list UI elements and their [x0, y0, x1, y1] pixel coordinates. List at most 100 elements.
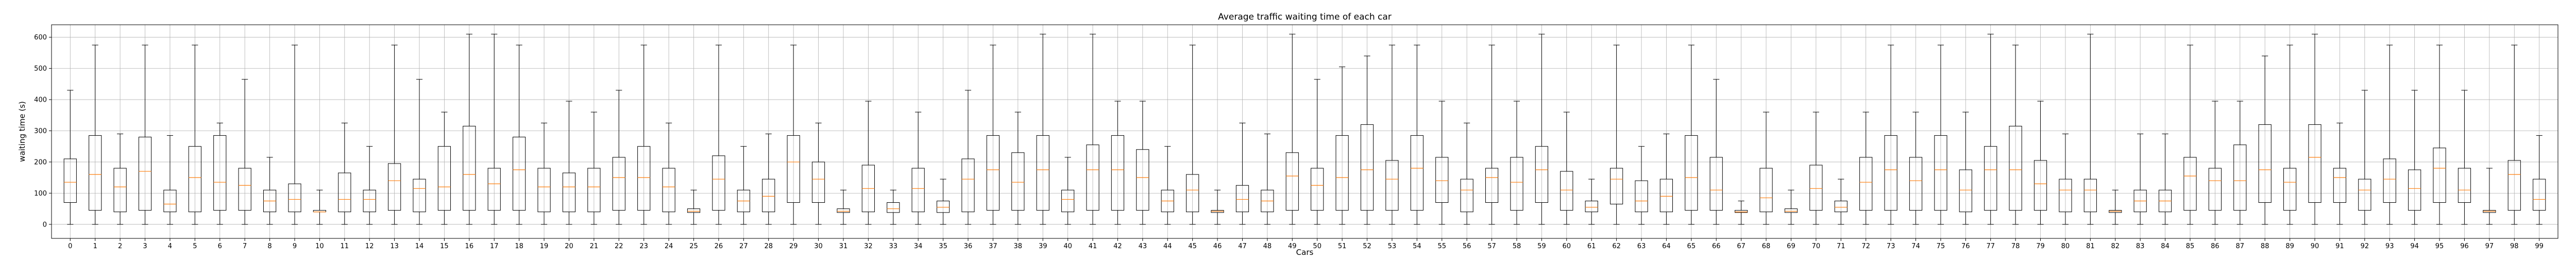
- x-tick-label: 75: [1937, 243, 1945, 250]
- x-tick-label: 98: [2510, 243, 2519, 250]
- x-tick-label: 47: [1238, 243, 1247, 250]
- plot-area: [63, 34, 2546, 225]
- box-body: [363, 189, 376, 213]
- box-32: [861, 101, 875, 225]
- box-body: [1585, 200, 1598, 213]
- box-body: [837, 208, 850, 213]
- y-axis: 0 100 200 300 400 500 600: [34, 34, 52, 229]
- box-45: [1186, 44, 1199, 225]
- box-body: [1311, 168, 1324, 211]
- box-body: [1360, 124, 1374, 211]
- box-14: [413, 79, 426, 225]
- x-tick-label: 74: [1911, 243, 1920, 250]
- box-body: [437, 146, 451, 211]
- box-body: [2283, 168, 2297, 211]
- box-31: [837, 189, 850, 225]
- box-body: [1659, 179, 1673, 213]
- box-body: [1709, 157, 1723, 211]
- box-body: [2208, 168, 2222, 211]
- box-body: [936, 200, 950, 213]
- x-tick-label: 79: [2036, 243, 2045, 250]
- box-39: [1036, 34, 1049, 225]
- x-tick-label: 90: [2311, 243, 2319, 250]
- y-tick-label: 200: [34, 158, 47, 166]
- x-tick-label: 40: [1063, 243, 1072, 250]
- box-78: [2009, 44, 2022, 225]
- box-44: [1161, 146, 1174, 225]
- x-tick-label: 21: [590, 243, 599, 250]
- box-0: [63, 90, 77, 225]
- box-42: [1111, 101, 1125, 225]
- x-tick-label: 5: [193, 243, 197, 250]
- box-body: [2233, 144, 2247, 211]
- box-body: [2258, 124, 2272, 203]
- box-body: [2383, 158, 2396, 203]
- x-tick-label: 34: [914, 243, 923, 250]
- box-body: [1061, 189, 1075, 213]
- x-tick-label: 45: [1188, 243, 1197, 250]
- x-tick-label: 81: [2086, 243, 2095, 250]
- y-tick-label: 100: [34, 190, 47, 198]
- box-9: [288, 44, 301, 225]
- box-77: [1984, 34, 1997, 225]
- box-11: [338, 122, 351, 225]
- box-53: [1385, 44, 1399, 225]
- y-tick-label: 0: [43, 221, 47, 229]
- box-7: [238, 79, 251, 225]
- box-body: [961, 158, 975, 213]
- box-96: [2458, 90, 2471, 225]
- box-69: [1784, 189, 1798, 225]
- box-40: [1061, 157, 1075, 225]
- y-axis-label: waiting time (s): [18, 101, 27, 162]
- x-tick-label: 26: [715, 243, 723, 250]
- box-94: [2408, 90, 2421, 225]
- box-84: [2158, 134, 2172, 225]
- box-body: [238, 168, 251, 211]
- box-body: [1984, 146, 1997, 211]
- box-68: [1759, 111, 1773, 225]
- x-tick-label: 58: [1513, 243, 1521, 250]
- x-tick-label: 33: [889, 243, 897, 250]
- x-tick-label: 44: [1163, 243, 1172, 250]
- x-tick-label: 27: [739, 243, 748, 250]
- x-tick-label: 24: [665, 243, 673, 250]
- x-tick-label: 4: [168, 243, 172, 250]
- box-49: [1285, 34, 1299, 225]
- x-tick-label: 16: [465, 243, 474, 250]
- x-tick-label: 50: [1313, 243, 1321, 250]
- x-tick-label: 25: [689, 243, 698, 250]
- x-tick-label: 83: [2136, 243, 2145, 250]
- box-body: [1111, 135, 1125, 211]
- box-body: [2033, 160, 2047, 211]
- box-body: [2333, 168, 2347, 203]
- box-79: [2033, 101, 2047, 225]
- x-tick-label: 64: [1662, 243, 1671, 250]
- x-tick-label: 41: [1089, 243, 1097, 250]
- x-tick-label: 65: [1687, 243, 1696, 250]
- box-body: [762, 179, 775, 213]
- box-body: [1335, 135, 1349, 211]
- box-57: [1485, 44, 1499, 225]
- box-89: [2283, 44, 2297, 225]
- box-body: [587, 168, 601, 213]
- box-34: [911, 111, 925, 225]
- box-body: [338, 172, 351, 213]
- box-body: [1410, 135, 1423, 211]
- box-body: [911, 168, 925, 213]
- box-body: [1285, 152, 1299, 211]
- box-21: [587, 111, 601, 225]
- box-65: [1685, 44, 1698, 225]
- x-tick-label: 17: [490, 243, 499, 250]
- box-body: [138, 137, 152, 211]
- box-body: [2507, 160, 2521, 211]
- x-tick-label: 6: [218, 243, 222, 250]
- x-tick-label: 35: [939, 243, 947, 250]
- x-tick-label: 31: [839, 243, 848, 250]
- x-tick-label: 53: [1388, 243, 1397, 250]
- box-body: [612, 157, 625, 211]
- x-tick-label: 70: [1812, 243, 1821, 250]
- box-body: [463, 125, 476, 211]
- x-tick-label: 29: [789, 243, 798, 250]
- x-tick-label: 91: [2335, 243, 2344, 250]
